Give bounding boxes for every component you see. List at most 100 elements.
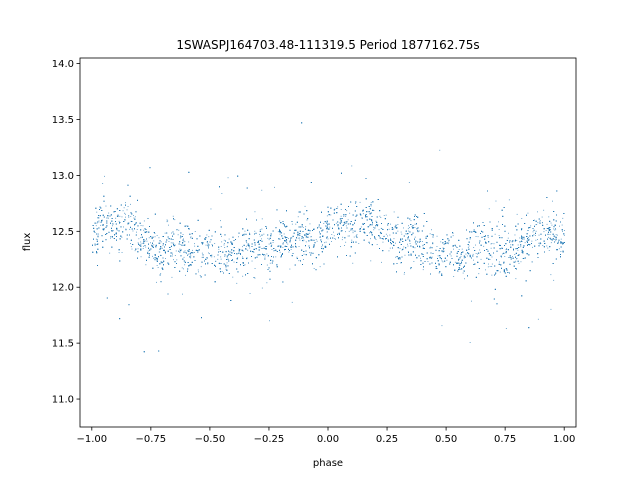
data-point: [516, 213, 518, 215]
data-point: [473, 247, 475, 248]
data-point: [550, 242, 552, 244]
data-point: [263, 233, 265, 235]
data-point: [393, 238, 395, 240]
data-point: [521, 218, 523, 219]
data-point: [327, 228, 329, 230]
data-point: [535, 224, 537, 226]
data-point: [249, 247, 251, 249]
data-point: [550, 308, 552, 310]
data-point: [208, 252, 209, 254]
data-point: [154, 236, 156, 238]
data-point: [532, 246, 533, 248]
data-point: [401, 233, 403, 235]
data-point: [460, 255, 462, 257]
data-point: [402, 248, 404, 250]
data-point: [311, 239, 312, 241]
data-point: [145, 264, 147, 266]
data-point: [93, 231, 95, 233]
data-point: [211, 254, 212, 256]
data-point: [261, 228, 263, 230]
data-point: [146, 240, 148, 242]
data-point: [137, 248, 139, 250]
data-point: [515, 260, 517, 262]
data-point: [179, 252, 181, 253]
data-point: [539, 243, 541, 245]
data-point: [441, 260, 443, 262]
data-point: [98, 233, 99, 235]
data-point: [112, 225, 113, 227]
data-point: [381, 228, 383, 229]
data-point: [124, 212, 125, 214]
data-point: [133, 215, 134, 216]
data-point: [548, 230, 550, 232]
data-point: [411, 226, 413, 228]
data-point: [370, 231, 371, 232]
data-point: [508, 232, 509, 234]
data-point: [140, 243, 142, 245]
data-point: [279, 238, 281, 240]
data-point: [345, 241, 347, 243]
data-point: [170, 242, 172, 244]
data-point: [249, 232, 250, 234]
data-point: [335, 222, 337, 224]
data-point: [121, 216, 123, 218]
data-point: [172, 253, 173, 255]
data-point: [340, 246, 341, 247]
data-point: [472, 253, 474, 255]
data-point: [180, 244, 182, 246]
data-point: [94, 243, 96, 245]
data-point: [174, 255, 176, 256]
data-point: [344, 221, 346, 223]
data-point: [550, 274, 552, 276]
data-point: [349, 212, 351, 214]
data-point: [301, 237, 303, 239]
data-point: [412, 228, 414, 229]
data-point: [380, 217, 382, 218]
data-point: [463, 257, 465, 259]
data-point: [302, 227, 304, 228]
data-point: [269, 262, 271, 264]
data-point: [283, 233, 285, 235]
data-point: [333, 235, 335, 237]
data-point: [226, 256, 228, 258]
data-point: [370, 219, 372, 220]
data-point: [145, 246, 147, 248]
data-point: [425, 242, 427, 244]
data-point: [194, 243, 195, 245]
data-point: [539, 220, 541, 222]
data-point: [100, 224, 102, 226]
data-point: [346, 222, 347, 224]
data-point: [541, 222, 543, 224]
data-point: [345, 231, 346, 233]
data-point: [122, 210, 124, 212]
data-point: [303, 239, 305, 241]
data-point: [491, 263, 493, 265]
data-point: [404, 272, 405, 273]
data-point: [494, 275, 495, 276]
data-point: [172, 215, 174, 217]
data-point: [558, 248, 560, 250]
data-point: [429, 256, 431, 258]
data-point: [316, 240, 318, 242]
data-point: [515, 278, 517, 280]
data-point: [509, 241, 511, 243]
data-point: [242, 250, 244, 252]
data-point: [279, 233, 281, 235]
data-point: [296, 256, 298, 258]
data-point: [375, 220, 377, 222]
data-point: [489, 266, 491, 267]
data-point: [271, 244, 273, 246]
data-point: [535, 239, 537, 241]
data-point: [403, 246, 405, 248]
data-point: [261, 287, 263, 289]
data-point: [554, 229, 556, 231]
data-point: [380, 227, 382, 229]
data-point: [142, 225, 144, 227]
data-point: [448, 243, 449, 245]
data-point: [325, 241, 327, 243]
data-point: [273, 250, 275, 252]
data-point: [249, 293, 251, 294]
data-point: [301, 225, 303, 227]
data-point: [244, 230, 246, 232]
data-point: [555, 234, 557, 236]
